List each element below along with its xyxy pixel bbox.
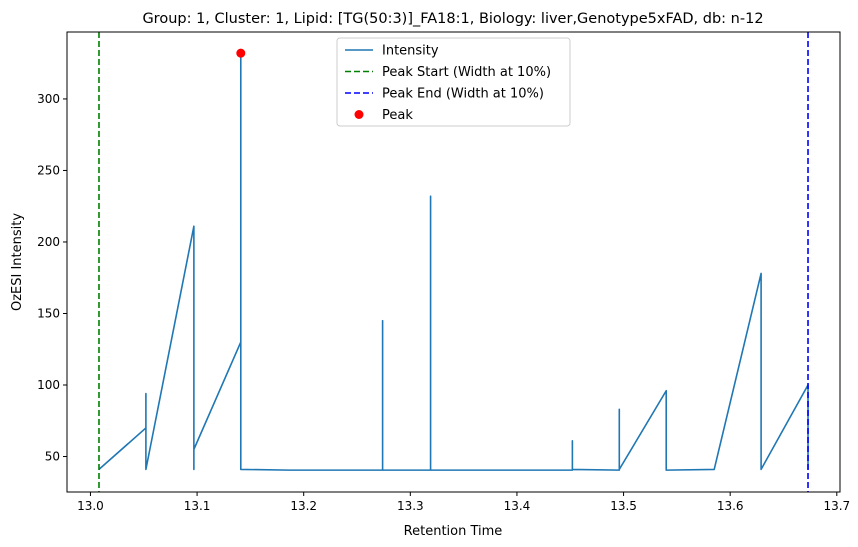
- plot-area: [98, 32, 809, 492]
- x-tick-label: 13.3: [397, 499, 424, 513]
- chart-title: Group: 1, Cluster: 1, Lipid: [TG(50:3)]_…: [142, 11, 763, 27]
- y-tick-label: 100: [37, 378, 60, 392]
- intensity-series-line: [98, 52, 809, 471]
- legend-item-0-label: Intensity: [382, 44, 439, 59]
- y-tick-label: 250: [37, 163, 60, 177]
- x-tick-label: 13.4: [504, 499, 531, 513]
- x-tick-label: 13.5: [610, 499, 637, 513]
- legend-item-3-swatch: [354, 110, 364, 119]
- legend: Intensity Peak Start (Width at 10%) Peak E…: [336, 37, 571, 127]
- legend-item-3-label: Peak: [382, 108, 413, 123]
- legend-item-1-label: Peak Start (Width at 10%): [382, 65, 551, 80]
- y-axis: 50 100 150 200 250 300: [37, 92, 67, 464]
- legend-item-2-label: Peak End (Width at 10%): [382, 87, 544, 102]
- x-tick-label: 13.7: [823, 499, 850, 513]
- x-tick-label: 13.2: [290, 499, 317, 513]
- axes-frame: [66, 31, 841, 493]
- y-tick-label: 300: [37, 92, 60, 106]
- x-tick-label: 13.6: [717, 499, 744, 513]
- legend-box: [336, 37, 571, 127]
- peak-marker: [236, 48, 246, 58]
- y-tick-label: 200: [37, 235, 60, 249]
- x-axis-label: Retention Time: [404, 524, 503, 539]
- y-axis-label: OzESI Intensity: [10, 213, 25, 311]
- x-tick-label: 13.1: [184, 499, 211, 513]
- x-axis: 13.0 13.1 13.2 13.3 13.4 13.5 13.6 13.7: [77, 492, 850, 513]
- x-tick-label: 13.0: [77, 499, 104, 513]
- y-tick-label: 50: [45, 450, 60, 464]
- y-tick-label: 150: [37, 306, 60, 320]
